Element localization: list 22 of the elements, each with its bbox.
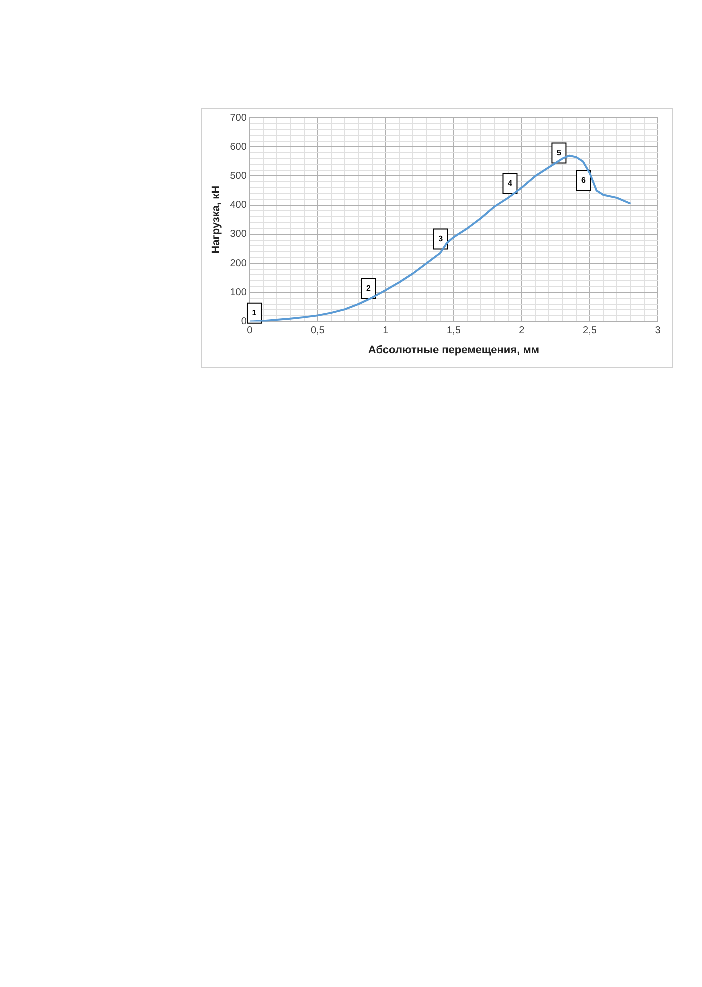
x-axis-title: Абсолютные перемещения, мм [368, 344, 540, 356]
y-tick-label: 300 [230, 229, 248, 240]
y-tick-label: 200 [230, 258, 248, 270]
y-tick-label: 700 [230, 112, 248, 124]
annotation: 6 [581, 176, 586, 186]
y-tick-label: 500 [230, 170, 248, 182]
annotation: 5 [556, 148, 562, 158]
x-tick-label: 3 [655, 326, 662, 337]
annotation: 2 [366, 284, 372, 293]
annotation: 1 [252, 308, 258, 318]
x-tick-label: 0,5 [310, 326, 326, 337]
annotation: 4 [508, 179, 514, 188]
y-tick-label: 100 [230, 287, 248, 298]
y-tick-label: 400 [230, 200, 248, 212]
y-tick-label: 0 [241, 316, 248, 328]
x-tick-label: 2 [519, 326, 526, 337]
y-tick-label: 600 [230, 142, 248, 153]
y-axis-title: Нагрузка, кН [210, 186, 223, 254]
x-tick-label: 2,5 [583, 326, 598, 337]
annotation: 3 [438, 234, 444, 244]
x-tick-label: 1 [383, 326, 390, 337]
x-tick-label: 1,5 [446, 326, 462, 337]
